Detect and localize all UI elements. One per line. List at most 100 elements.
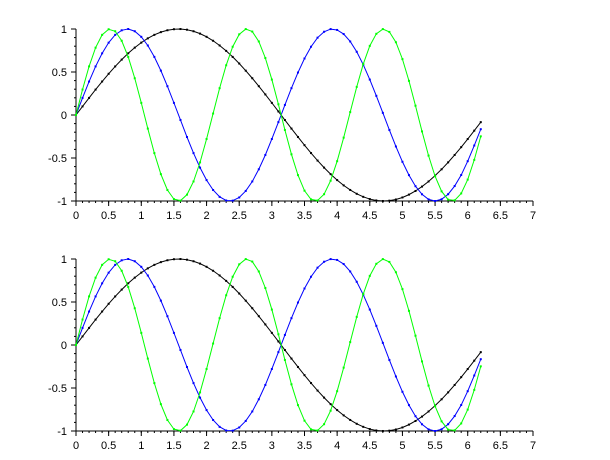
data-point xyxy=(349,270,352,273)
data-point xyxy=(427,154,430,157)
data-point xyxy=(421,423,424,426)
x-tick-label: 1.5 xyxy=(166,440,181,452)
data-point xyxy=(179,258,182,261)
data-point xyxy=(127,282,130,285)
data-point xyxy=(414,334,417,337)
data-point xyxy=(88,80,91,83)
data-point xyxy=(394,41,397,44)
data-point xyxy=(238,263,241,266)
series-line xyxy=(75,258,482,432)
data-point xyxy=(336,160,339,163)
x-tick-label: 5 xyxy=(399,210,405,222)
x-tick-label: 1 xyxy=(138,210,144,222)
data-point xyxy=(205,179,208,182)
series-line xyxy=(75,28,482,202)
data-point xyxy=(277,351,280,354)
data-point xyxy=(172,428,175,431)
data-point xyxy=(192,410,195,413)
data-point xyxy=(94,318,97,321)
data-point xyxy=(440,168,443,171)
data-point xyxy=(140,331,143,334)
x-tick-label: 3 xyxy=(269,210,275,222)
data-point xyxy=(225,429,228,432)
data-point xyxy=(179,199,182,202)
data-point xyxy=(127,52,130,55)
data-point xyxy=(127,258,130,260)
data-point xyxy=(401,426,404,429)
data-point xyxy=(133,307,136,310)
data-point xyxy=(329,179,332,182)
data-point xyxy=(225,279,228,282)
data-point xyxy=(114,295,117,298)
data-point xyxy=(407,423,410,426)
data-point xyxy=(81,96,84,99)
data-point xyxy=(460,146,463,149)
y-tick-label: -1 xyxy=(57,196,67,208)
data-point xyxy=(303,419,306,422)
data-point xyxy=(447,193,450,196)
data-point xyxy=(447,428,450,431)
data-point xyxy=(107,258,110,261)
data-point xyxy=(362,293,365,296)
data-point xyxy=(329,403,332,406)
data-point xyxy=(225,294,228,297)
data-point xyxy=(310,382,313,385)
data-point xyxy=(316,199,319,202)
data-point xyxy=(394,145,397,148)
data-point xyxy=(225,199,228,202)
data-point xyxy=(355,422,358,425)
data-point xyxy=(440,398,443,401)
data-point xyxy=(473,388,476,391)
data-point xyxy=(479,121,482,124)
data-point xyxy=(329,28,332,31)
data-point xyxy=(342,136,345,139)
data-point xyxy=(257,85,260,88)
data-point xyxy=(427,180,430,183)
data-point xyxy=(407,193,410,196)
data-point xyxy=(283,119,286,122)
data-point xyxy=(473,129,476,132)
data-point xyxy=(166,85,169,88)
data-point xyxy=(316,266,319,269)
data-point xyxy=(375,94,378,97)
x-tick-label: 4 xyxy=(334,210,340,222)
data-point xyxy=(159,403,162,406)
data-point xyxy=(264,383,267,386)
data-point xyxy=(231,429,234,432)
data-point xyxy=(264,56,267,59)
data-point xyxy=(199,32,202,35)
data-point xyxy=(336,409,339,412)
data-point xyxy=(296,135,299,138)
data-point xyxy=(146,267,149,270)
data-point xyxy=(349,418,352,421)
data-point xyxy=(140,271,143,274)
data-point xyxy=(290,87,293,90)
data-point xyxy=(251,410,254,413)
data-point xyxy=(244,299,247,302)
data-point xyxy=(101,263,104,266)
x-tick-label: 0.5 xyxy=(101,210,116,222)
data-point xyxy=(368,44,371,47)
data-point xyxy=(277,340,280,343)
data-point xyxy=(146,37,149,40)
data-point xyxy=(75,344,77,346)
data-point xyxy=(107,72,110,75)
data-point xyxy=(407,79,410,82)
x-tick-label: 5 xyxy=(399,440,405,452)
data-point xyxy=(277,110,280,113)
data-point xyxy=(329,409,332,412)
data-point xyxy=(166,29,169,32)
data-point xyxy=(257,398,260,401)
data-point xyxy=(453,429,456,432)
data-point xyxy=(349,188,352,191)
data-point xyxy=(153,33,156,36)
data-point xyxy=(251,180,254,183)
data-point xyxy=(159,261,162,264)
data-point xyxy=(303,374,306,377)
data-point xyxy=(231,45,234,48)
x-tick-label: 2 xyxy=(204,210,210,222)
data-point xyxy=(453,199,456,202)
data-point xyxy=(440,190,443,193)
data-point xyxy=(427,384,430,387)
data-point xyxy=(199,166,202,169)
